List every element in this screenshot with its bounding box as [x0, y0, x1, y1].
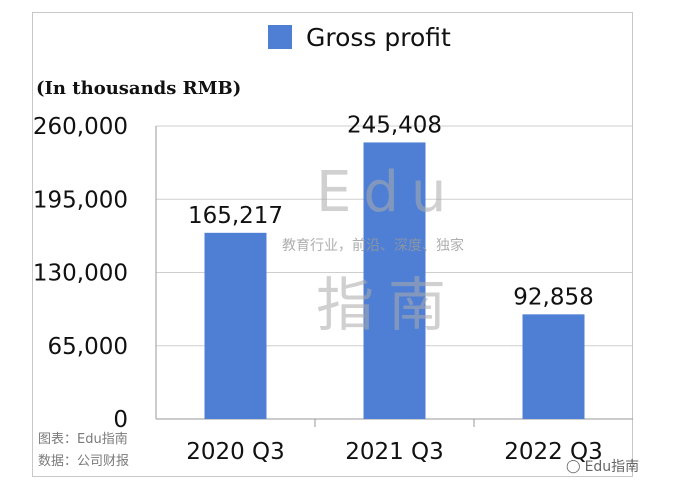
watermark-tagline: 教育行业，前沿、深度、独家: [282, 238, 464, 254]
x-tick-label: 2020 Q3: [186, 439, 285, 465]
y-tick-label: 195,000: [33, 187, 128, 213]
data-label: 92,858: [513, 284, 593, 310]
chart-credit: 图表：Edu指南: [38, 432, 128, 447]
wechat-icon: ◯: [566, 458, 581, 474]
watermark-zhinan: 指南: [316, 271, 461, 339]
credit-text: Edu指南: [584, 459, 640, 475]
data-source: 数据：公司财报: [38, 454, 130, 469]
bar: [204, 232, 267, 419]
bar: [522, 314, 585, 419]
y-axis-unit-label: (In thousands RMB): [36, 78, 242, 99]
bar: [363, 142, 426, 419]
legend-swatch: [268, 25, 292, 49]
legend-label: Gross profit: [306, 22, 451, 52]
author-credit: ◯ Edu指南: [566, 456, 639, 476]
y-tick-label: 260,000: [33, 114, 128, 140]
data-label: 245,408: [347, 112, 442, 138]
data-label: 165,217: [188, 203, 283, 229]
watermark-edu: Edu: [316, 160, 459, 225]
x-tick-label: 2022 Q3: [504, 439, 603, 465]
y-tick-label: 0: [113, 407, 128, 433]
legend: Gross profit: [268, 22, 451, 52]
x-tick-label: 2021 Q3: [345, 439, 444, 465]
y-tick-label: 130,000: [33, 261, 128, 287]
y-tick-label: 65,000: [48, 334, 128, 360]
